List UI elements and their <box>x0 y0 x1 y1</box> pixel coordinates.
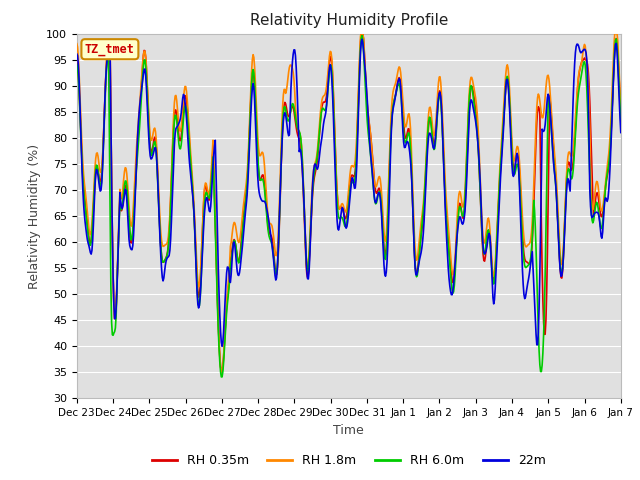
Text: TZ_tmet: TZ_tmet <box>85 43 135 56</box>
Title: Relativity Humidity Profile: Relativity Humidity Profile <box>250 13 448 28</box>
Y-axis label: Relativity Humidity (%): Relativity Humidity (%) <box>28 144 40 288</box>
Legend: RH 0.35m, RH 1.8m, RH 6.0m, 22m: RH 0.35m, RH 1.8m, RH 6.0m, 22m <box>147 449 551 472</box>
X-axis label: Time: Time <box>333 424 364 437</box>
